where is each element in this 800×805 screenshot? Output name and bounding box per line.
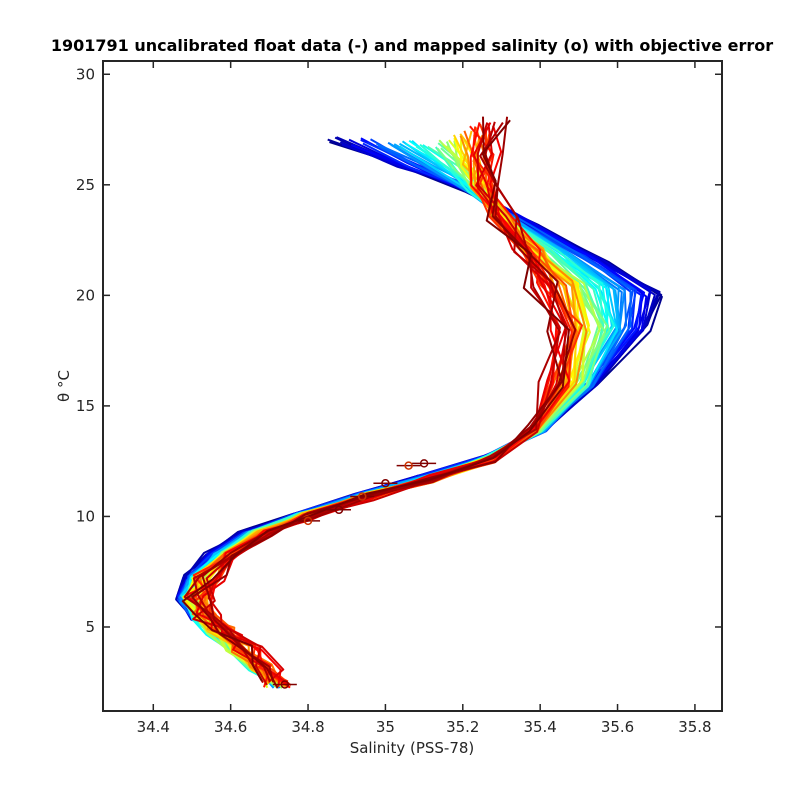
- chart-title: 1901791 uncalibrated float data (-) and …: [51, 36, 773, 55]
- mapped-salinity-marker: [280, 680, 290, 689]
- profile-line: [185, 143, 635, 684]
- profile-line: [177, 136, 661, 686]
- profile-line: [176, 138, 652, 687]
- profile-line: [194, 123, 583, 683]
- y-tick-label: 15: [76, 397, 95, 415]
- profile-line: [180, 143, 648, 688]
- profile-line: [192, 122, 561, 686]
- x-tick-label: 34.6: [214, 718, 247, 736]
- mapped-salinity-marker: [381, 479, 390, 488]
- y-tick-label: 20: [76, 286, 95, 304]
- profile-line: [178, 137, 646, 689]
- mapped-salinity-marker: [303, 516, 313, 526]
- profile-line: [192, 130, 582, 685]
- profile-line: [201, 116, 577, 683]
- profile-line: [181, 142, 637, 689]
- profile-line: [181, 119, 570, 682]
- x-tick-label: 34.8: [291, 718, 324, 736]
- profile-line: [177, 141, 663, 687]
- x-tick-label: 35.6: [601, 718, 634, 736]
- profile-line: [177, 138, 637, 687]
- y-axis-label: θ °C: [55, 370, 73, 402]
- profile-line: [194, 127, 577, 687]
- profile-line: [202, 135, 588, 683]
- profile-lines: [175, 116, 663, 689]
- plot-frame: [102, 60, 723, 712]
- x-tick-label: 35.4: [523, 718, 556, 736]
- x-axis-label: Salinity (PSS-78): [350, 739, 475, 757]
- x-axis-ticks: 34.4 34.6 34.8 35 35.2 35.4 35.6 35.8: [137, 61, 712, 736]
- profile-line: [191, 127, 578, 689]
- y-tick-label: 5: [85, 618, 95, 636]
- profile-line: [175, 138, 663, 683]
- profile-line: [175, 136, 660, 688]
- mapped-salinity-marker: [419, 459, 429, 468]
- mapped-salinity-markers: [272, 459, 437, 689]
- y-tick-label: 10: [76, 507, 95, 525]
- mapped-salinity-marker: [357, 492, 367, 501]
- y-axis-ticks: 5 10 15 20 25 30: [76, 65, 722, 636]
- profile-line: [192, 126, 573, 688]
- profile-line: [180, 144, 644, 683]
- profile-line: [177, 139, 643, 689]
- y-tick-label: 25: [76, 176, 95, 194]
- profile-line: [207, 123, 569, 683]
- x-tick-label: 35: [376, 718, 395, 736]
- profile-line: [178, 141, 656, 687]
- y-tick-label: 30: [76, 65, 95, 83]
- mapped-salinity-marker: [334, 505, 344, 515]
- mapped-salinity-marker: [404, 461, 413, 470]
- profile-line: [176, 143, 652, 683]
- x-tick-label: 35.8: [678, 718, 711, 736]
- x-tick-label: 34.4: [137, 718, 170, 736]
- x-tick-label: 35.2: [446, 718, 479, 736]
